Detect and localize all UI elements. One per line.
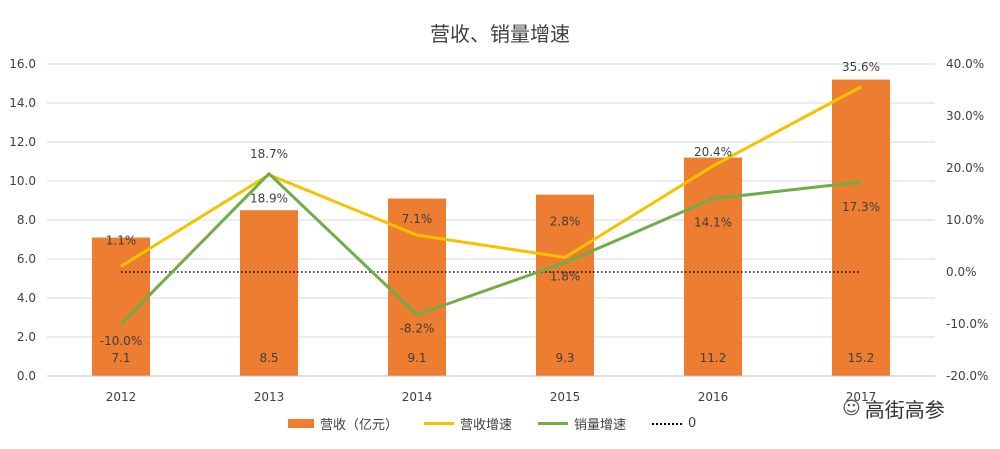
bar-value-label: 8.5 bbox=[259, 351, 278, 365]
bar bbox=[536, 194, 594, 376]
legend-swatch-revenue-growth bbox=[424, 422, 455, 425]
bar bbox=[832, 79, 890, 376]
y-left-tick-label: 0.0 bbox=[17, 369, 36, 383]
y-right-tick-label: 10.0% bbox=[946, 213, 984, 227]
bar-series bbox=[92, 79, 890, 376]
sales-growth-label: -10.0% bbox=[100, 334, 142, 348]
x-axis: 2012 2013 2014 2015 2016 2017 bbox=[47, 375, 935, 404]
y-right-tick-label: -20.0% bbox=[946, 369, 988, 383]
y-left-tick-label: 6.0 bbox=[17, 252, 36, 266]
legend-item-sales-growth: 销量增速 bbox=[538, 414, 626, 433]
y-left-tick-label: 2.0 bbox=[17, 330, 36, 344]
x-tick-label: 2016 bbox=[698, 390, 729, 404]
data-labels: 7.1 8.5 9.1 9.3 11.2 15.2 1.1% 18.7% 7.1% 2.8% 20.… bbox=[100, 60, 880, 365]
y-right-tick-label: 30.0% bbox=[946, 109, 984, 123]
chart-title: 营收、销量增速 bbox=[430, 22, 570, 46]
sales-growth-label: 18.9% bbox=[250, 192, 288, 206]
revenue-growth-line bbox=[120, 85, 862, 268]
bar-value-label: 11.2 bbox=[700, 351, 727, 365]
right-axis-ticks: -20.0% -10.0% 0.0% 10.0% 20.0% 30.0% 40.0% bbox=[946, 57, 988, 383]
x-tick-label: 2014 bbox=[402, 390, 433, 404]
gridlines bbox=[47, 63, 935, 377]
wechat-icon: ☺ bbox=[842, 398, 861, 419]
y-right-tick-label: 20.0% bbox=[946, 161, 984, 175]
sales-growth-label: 1.8% bbox=[550, 270, 581, 284]
revenue-growth-label: 2.8% bbox=[550, 214, 581, 228]
y-right-tick-label: -10.0% bbox=[946, 317, 988, 331]
revenue-growth-label: 7.1% bbox=[402, 212, 433, 226]
bar-value-label: 9.3 bbox=[555, 351, 574, 365]
legend-swatch-revenue bbox=[288, 419, 314, 428]
y-right-tick-label: 40.0% bbox=[946, 57, 984, 71]
sales-growth-label: -8.2% bbox=[400, 322, 435, 336]
bar bbox=[240, 210, 298, 376]
x-tick-label: 2015 bbox=[550, 390, 581, 404]
legend-item-revenue-growth: 营收增速 bbox=[424, 414, 512, 433]
watermark-text: 高街高参 bbox=[864, 398, 945, 422]
bar-value-label: 7.1 bbox=[111, 351, 130, 365]
x-tick-label: 2012 bbox=[106, 390, 137, 404]
legend-item-zero-line: 0 bbox=[652, 416, 696, 431]
revenue-growth-label: 35.6% bbox=[842, 60, 880, 74]
watermark: ☺ 高街高参 bbox=[842, 394, 945, 423]
bar-value-label: 9.1 bbox=[407, 351, 426, 365]
legend-label-zero-line: 0 bbox=[688, 416, 697, 431]
legend-item-revenue: 营收（亿元） bbox=[288, 414, 398, 433]
y-left-tick-label: 12.0 bbox=[9, 135, 36, 149]
y-left-tick-label: 4.0 bbox=[17, 291, 36, 305]
bar bbox=[684, 157, 742, 376]
legend-label-revenue: 营收（亿元） bbox=[320, 418, 399, 433]
x-tick-label: 2017 bbox=[846, 390, 877, 404]
legend-label-revenue-growth: 营收增速 bbox=[460, 418, 513, 433]
legend-swatch-sales-growth bbox=[538, 422, 569, 425]
sales-growth-label: 17.3% bbox=[842, 200, 880, 214]
bar-value-label: 15.2 bbox=[848, 351, 875, 365]
y-left-tick-label: 8.0 bbox=[17, 213, 36, 227]
y-left-tick-label: 16.0 bbox=[9, 57, 36, 71]
revenue-growth-label: 1.1% bbox=[106, 233, 137, 247]
legend: 营收（亿元） 营收增速 销量增速 0 bbox=[288, 414, 696, 433]
legend-swatch-zero-line bbox=[652, 422, 683, 425]
line-series bbox=[119, 85, 862, 326]
sales-growth-line bbox=[119, 172, 862, 326]
left-axis-ticks: 0.0 2.0 4.0 6.0 8.0 10.0 12.0 14.0 16.0 bbox=[9, 57, 36, 383]
sales-growth-label: 14.1% bbox=[694, 216, 732, 230]
y-right-tick-label: 0.0% bbox=[946, 265, 977, 279]
x-tick-label: 2013 bbox=[254, 390, 285, 404]
revenue-growth-label: 20.4% bbox=[694, 145, 732, 159]
y-left-tick-label: 10.0 bbox=[9, 174, 36, 188]
y-left-tick-label: 14.0 bbox=[9, 96, 36, 110]
bar bbox=[92, 237, 150, 376]
legend-label-sales-growth: 销量增速 bbox=[574, 418, 627, 433]
revenue-growth-label: 18.7% bbox=[250, 147, 288, 161]
